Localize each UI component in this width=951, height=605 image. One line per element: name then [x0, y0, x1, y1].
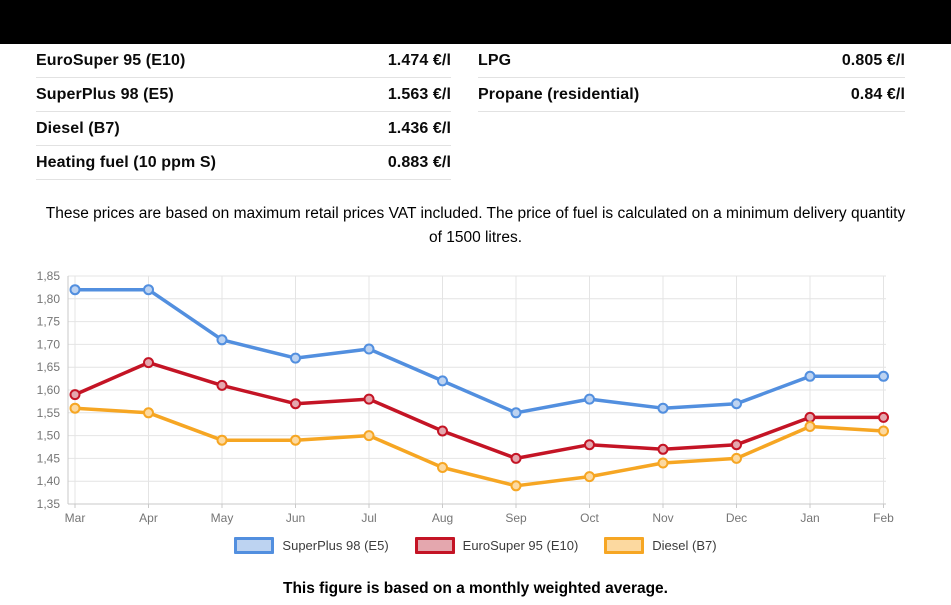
- table-row: SuperPlus 98 (E5) 1.563 €/l: [36, 78, 451, 112]
- fuel-label: SuperPlus 98 (E5): [36, 85, 174, 103]
- svg-text:Mar: Mar: [65, 511, 86, 525]
- fuel-price: 1.436 €/l: [387, 119, 451, 137]
- legend-swatch-blue: [234, 536, 275, 554]
- legend-label: SuperPlus 98 (E5): [282, 537, 389, 553]
- svg-text:1,55: 1,55: [37, 406, 61, 420]
- fuel-price: 0.883 €/l: [387, 153, 451, 171]
- price-table-right: LPG 0.805 €/l Propane (residential) 0.84…: [478, 44, 905, 112]
- svg-text:1,45: 1,45: [37, 451, 61, 465]
- top-black-bar: [0, 0, 951, 44]
- table-row: Heating fuel (10 ppm S) 0.883 €/l: [36, 146, 451, 180]
- table-row: Diesel (B7) 1.436 €/l: [36, 112, 451, 146]
- table-row: LPG 0.805 €/l: [478, 44, 905, 78]
- svg-text:Dec: Dec: [726, 511, 747, 525]
- fuel-label: Diesel (B7): [36, 119, 120, 137]
- svg-text:Feb: Feb: [873, 511, 894, 525]
- svg-text:Apr: Apr: [139, 511, 158, 525]
- svg-text:May: May: [211, 511, 234, 525]
- fuel-label: Heating fuel (10 ppm S): [36, 153, 217, 171]
- svg-text:Jul: Jul: [361, 511, 376, 525]
- svg-text:1,35: 1,35: [37, 497, 61, 511]
- fuel-label: EuroSuper 95 (E10): [36, 51, 186, 69]
- fuel-label: LPG: [478, 51, 512, 69]
- legend-item-diesel[interactable]: Diesel (B7): [604, 536, 717, 554]
- price-table-left: EuroSuper 95 (E10) 1.474 €/l SuperPlus 9…: [36, 44, 451, 180]
- fuel-price: 1.563 €/l: [387, 85, 451, 103]
- legend-label: Diesel (B7): [652, 537, 717, 553]
- svg-text:1,40: 1,40: [37, 474, 61, 488]
- table-row: Propane (residential) 0.84 €/l: [478, 78, 905, 112]
- legend-item-eurosuper[interactable]: EuroSuper 95 (E10): [414, 536, 579, 554]
- legend-label: EuroSuper 95 (E10): [462, 537, 579, 553]
- fuel-price: 0.84 €/l: [850, 85, 905, 103]
- legend-swatch-red: [414, 536, 455, 554]
- price-tables-section: EuroSuper 95 (E10) 1.474 €/l SuperPlus 9…: [0, 44, 951, 180]
- weighted-average-note: This figure is based on a monthly weight…: [282, 580, 668, 597]
- svg-text:Nov: Nov: [652, 511, 673, 525]
- svg-text:Sep: Sep: [505, 511, 527, 525]
- legend-item-superplus[interactable]: SuperPlus 98 (E5): [234, 536, 389, 554]
- svg-text:Jun: Jun: [286, 511, 305, 525]
- fuel-price: 1.474 €/l: [387, 51, 451, 69]
- chart-legend: SuperPlus 98 (E5) EuroSuper 95 (E10) Die…: [0, 534, 951, 556]
- svg-text:1,70: 1,70: [37, 337, 61, 351]
- vat-disclaimer-text: These prices are based on maximum retail…: [45, 205, 906, 246]
- svg-text:Aug: Aug: [432, 511, 453, 525]
- svg-text:1,65: 1,65: [37, 360, 61, 374]
- svg-text:1,75: 1,75: [37, 315, 61, 329]
- svg-text:1,60: 1,60: [37, 383, 61, 397]
- svg-text:Jan: Jan: [800, 511, 819, 525]
- price-chart-svg[interactable]: 1,85 1,80 1,75 1,70 1,65 1,60 1,55 1,50 1,45 1,40…: [0, 264, 951, 532]
- svg-text:1,50: 1,50: [37, 429, 61, 443]
- table-row: EuroSuper 95 (E10) 1.474 €/l: [36, 44, 451, 78]
- svg-text:1,80: 1,80: [37, 292, 61, 306]
- fuel-price-chart[interactable]: 1,85 1,80 1,75 1,70 1,65 1,60 1,55 1,50 1,45 1,40…: [0, 264, 951, 556]
- fuel-price: 0.805 €/l: [841, 51, 905, 69]
- fuel-label: Propane (residential): [478, 85, 640, 103]
- svg-text:Oct: Oct: [580, 511, 599, 525]
- svg-text:1,85: 1,85: [37, 269, 61, 283]
- legend-swatch-orange: [604, 536, 645, 554]
